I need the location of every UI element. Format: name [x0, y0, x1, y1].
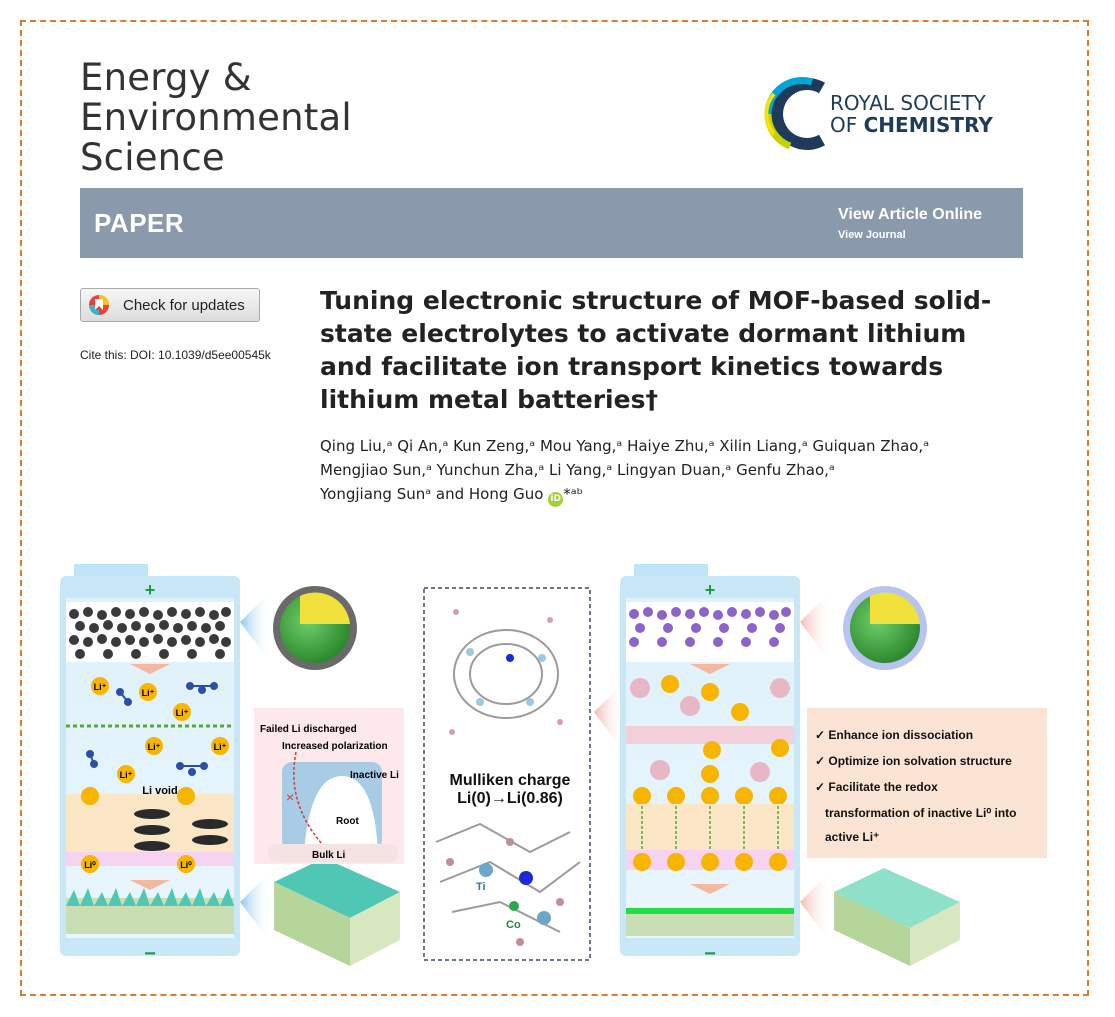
crossmark-icon: [89, 295, 109, 315]
mulliken-caption: Mulliken charge Li(0)→Li(0.86): [430, 772, 590, 808]
benefit-2: ✓ Optimize ion solvation structure: [815, 754, 1012, 768]
li-label: Li⁺: [142, 688, 155, 698]
li-ion-left: Li⁺ Li⁺ Li⁺ Li⁺ Li⁺ Li⁺: [91, 677, 229, 783]
orcid-icon[interactable]: iD: [548, 492, 564, 507]
journal-line-1: Energy &: [80, 56, 252, 99]
citation: Cite this: DOI: 10.1039/d5ee00545k: [80, 348, 271, 362]
benefits-box: ✓ Enhance ion dissociation ✓ Optimize io…: [807, 708, 1047, 858]
benefit-1: ✓ Enhance ion dissociation: [815, 728, 974, 742]
check-for-updates-label: Check for updates: [123, 297, 245, 314]
co-label: Co: [506, 919, 521, 931]
failure-inset: Failed Li discharged Increased polarizat…: [254, 708, 404, 864]
polarization-label: Increased polarization: [282, 741, 388, 752]
article-type: PAPER: [94, 208, 185, 238]
mof-structure-panel: Ti Co: [423, 587, 591, 961]
cite-label: Cite this:: [80, 348, 131, 362]
li0-label: Li⁰: [180, 860, 192, 870]
cell-minus-left: −: [144, 943, 156, 965]
authors-line-3b: *ᵃᵇ: [563, 485, 584, 503]
rsc-logo: [764, 77, 825, 150]
li-label: Li⁺: [148, 742, 161, 752]
failed-li-label: Failed Li discharged: [260, 724, 357, 735]
graphical-abstract: + − Li⁺ Li⁺ Li⁺ Li⁺ Li⁺ Li⁺ Li void: [60, 564, 960, 966]
benefit-5: active Li⁺: [825, 830, 880, 844]
author-list: Qing Liu,ᵃ Qi An,ᵃ Kun Zeng,ᵃ Mou Yang,ᵃ…: [320, 434, 1020, 507]
figure-frame: [20, 20, 1089, 996]
left-cell: + − Li⁺ Li⁺ Li⁺ Li⁺ Li⁺ Li⁺ Li void: [60, 564, 240, 965]
cell-minus-right: −: [704, 943, 716, 965]
authors-line-3: Yongjiang Sunᵃ and Hong Guo iD *ᵃᵇ: [320, 482, 1020, 507]
root-label: Root: [336, 816, 359, 827]
li-label: Li⁺: [94, 682, 107, 692]
journal-line-2: Environmental: [80, 96, 352, 139]
publisher-line-1: ROYAL SOCIETY: [830, 91, 986, 115]
benefit-3: ✓ Facilitate the redox: [815, 780, 938, 794]
article-title: Tuning electronic structure of MOF-based…: [320, 286, 992, 414]
inactive-li-label: Inactive Li: [350, 770, 399, 781]
publisher-line-2: OF CHEMISTRY: [830, 114, 993, 136]
cell-plus-right: +: [705, 580, 716, 600]
bulk-li-label: Bulk Li: [312, 850, 346, 861]
ti-label: Ti: [476, 881, 486, 893]
coated-particle-right: [800, 586, 927, 670]
li0-label: Li⁰: [84, 860, 96, 870]
check-for-updates-button[interactable]: Check for updates: [80, 288, 260, 322]
journal-line-3: Science: [80, 136, 225, 179]
authors-line-3a: Yongjiang Sunᵃ and Hong Guo: [320, 485, 549, 503]
benefit-4: transformation of inactive Li⁰ into: [825, 806, 1017, 820]
authors-line-2: Mengjiao Sun,ᵃ Yunchun Zha,ᵃ Li Yang,ᵃ L…: [320, 461, 835, 479]
dendrite-slab: [240, 858, 400, 966]
cell-plus-left: +: [145, 580, 156, 600]
li-label: Li⁺: [176, 708, 189, 718]
article-banner: PAPER View Article Online View Journal: [80, 188, 1023, 258]
li-label: Li⁺: [214, 742, 227, 752]
right-cell: + −: [620, 564, 800, 965]
journal-name: Energy & Environmental Science: [80, 58, 352, 178]
publisher-prefix: OF: [830, 113, 864, 137]
publisher-bold: CHEMISTRY: [863, 113, 993, 137]
authors-line-1: Qing Liu,ᵃ Qi An,ᵃ Kun Zeng,ᵃ Mou Yang,ᵃ…: [320, 437, 930, 455]
mulliken-line-2: Li(0)→Li(0.86): [457, 790, 563, 807]
mulliken-line-1: Mulliken charge: [449, 772, 571, 789]
uniform-slab: [800, 868, 960, 966]
publisher-name: ROYAL SOCIETY OF CHEMISTRY: [830, 92, 993, 136]
doi-link[interactable]: DOI: 10.1039/d5ee00545k: [130, 348, 271, 362]
cross-icon: ×: [286, 789, 294, 805]
view-journal-link[interactable]: View Journal: [838, 229, 906, 241]
li-label: Li⁺: [120, 770, 133, 780]
coated-particle-left: [240, 586, 357, 670]
view-article-online-link[interactable]: View Article Online: [838, 206, 983, 223]
li-void-label: Li void: [142, 785, 177, 797]
